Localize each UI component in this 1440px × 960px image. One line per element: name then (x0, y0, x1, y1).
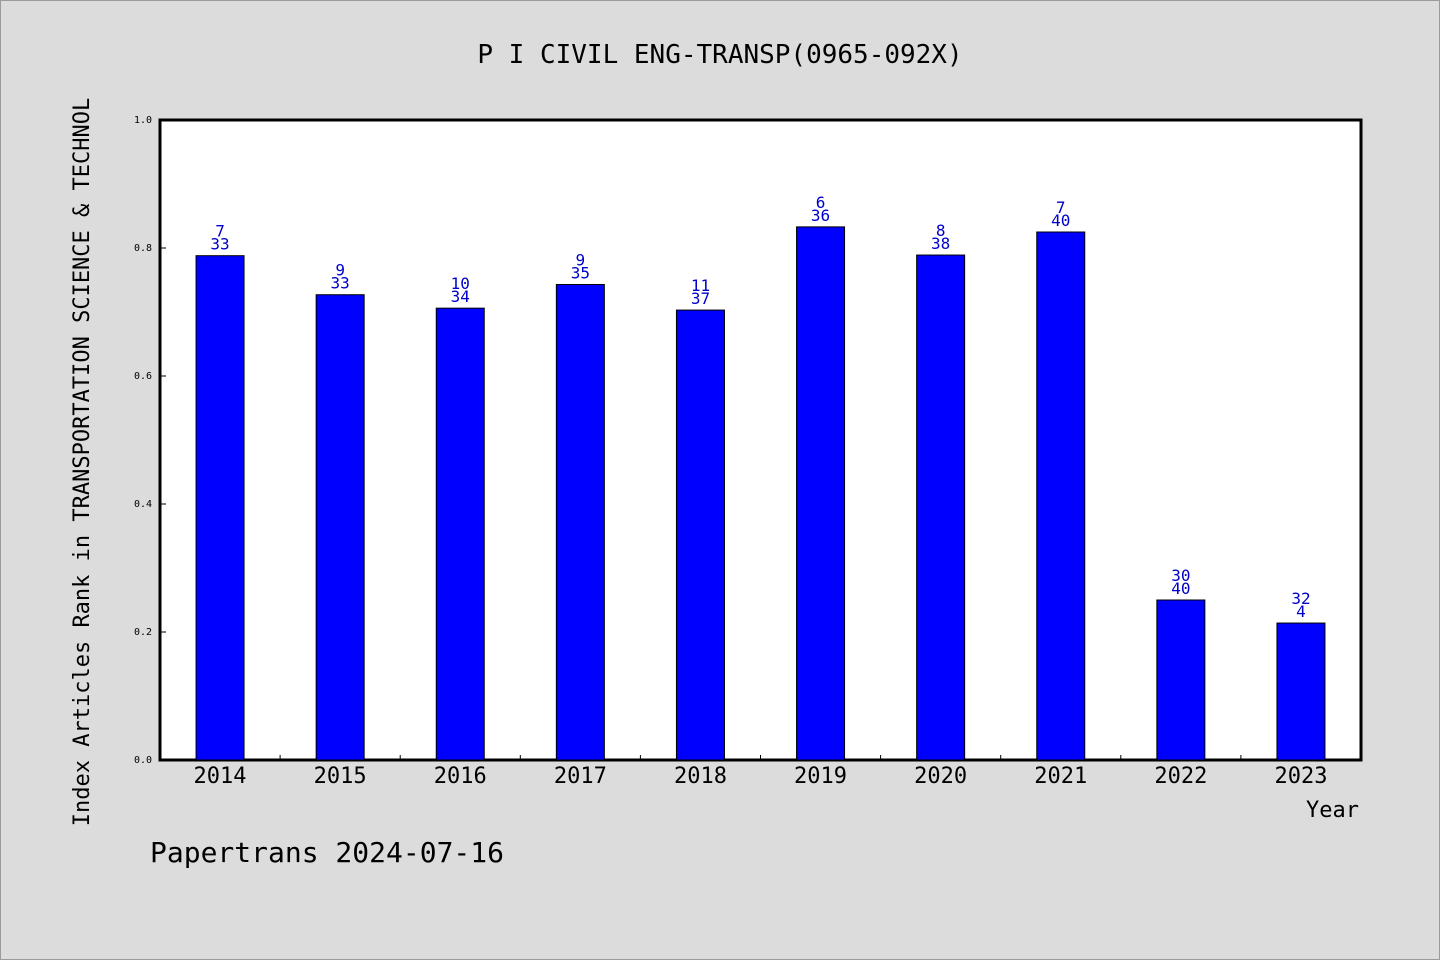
footer-credit: Papertrans 2024-07-16 (150, 836, 504, 869)
y-tick-label: 0.4 (134, 499, 152, 510)
x-category-label: 2015 (314, 764, 367, 789)
bar-label-top: 8 (936, 221, 946, 240)
bar (675, 309, 725, 761)
y-axis-ticks: 0.0 0.2 0.4 0.6 0.8 1.0 (134, 115, 166, 766)
x-category-label: 2016 (434, 764, 487, 789)
y-tick-label: 0.0 (134, 755, 152, 766)
y-tick-label: 1.0 (134, 115, 152, 126)
bar (796, 226, 846, 761)
bar (1276, 622, 1326, 761)
x-category-label: 2019 (794, 764, 847, 789)
y-tick-label: 0.6 (134, 371, 152, 382)
bar-label-bottom: 40 (1171, 579, 1190, 598)
x-category-label: 2022 (1154, 764, 1207, 789)
bar (195, 255, 245, 761)
bar-label-top: 7 (1056, 198, 1066, 217)
y-tick-label: 0.8 (134, 243, 152, 254)
bar (435, 307, 485, 761)
bar-label-top: 32 (1291, 589, 1310, 608)
bar-label-bottom: 40 (1051, 211, 1070, 230)
bar-label-bottom: 33 (210, 235, 229, 254)
bar (555, 283, 605, 761)
bar-label-top: 30 (1171, 566, 1190, 585)
bar-label-top: 11 (691, 276, 710, 295)
chart-title: P I CIVIL ENG-TRANSP(0965-092X) (477, 40, 962, 70)
bar-label-bottom: 35 (571, 263, 590, 282)
y-tick-label: 0.2 (134, 627, 152, 638)
bar-label-bottom: 37 (691, 289, 710, 308)
x-category-label: 2017 (554, 764, 607, 789)
bar-label-bottom: 4 (1296, 602, 1306, 621)
bar-label-top: 9 (576, 250, 586, 269)
bar-label-top: 6 (816, 193, 826, 212)
x-category-label: 2014 (194, 764, 247, 789)
x-axis-categories: 2014 2015 2016 2017 2018 2019 2020 2021 2022 2023 (194, 755, 1327, 789)
x-category-label: 2021 (1034, 764, 1087, 789)
x-category-label: 2023 (1274, 764, 1327, 789)
y-axis-label: Index Articles Rank in TRANSPORTATION SC… (70, 98, 95, 826)
bar (1036, 231, 1086, 761)
bar-label-top: 7 (215, 222, 225, 241)
x-category-label: 2020 (914, 764, 967, 789)
bar-label-bottom: 36 (811, 206, 830, 225)
x-axis-label: Year (1306, 798, 1359, 823)
bar (916, 254, 966, 761)
x-category-label: 2018 (674, 764, 727, 789)
bar (1156, 599, 1206, 761)
bar (315, 294, 365, 761)
bar-label-bottom: 34 (451, 287, 470, 306)
bar-label-top: 10 (451, 274, 470, 293)
bar-label-bottom: 33 (331, 274, 350, 293)
bar-label-bottom: 38 (931, 234, 950, 253)
bar-label-top: 9 (335, 261, 345, 280)
